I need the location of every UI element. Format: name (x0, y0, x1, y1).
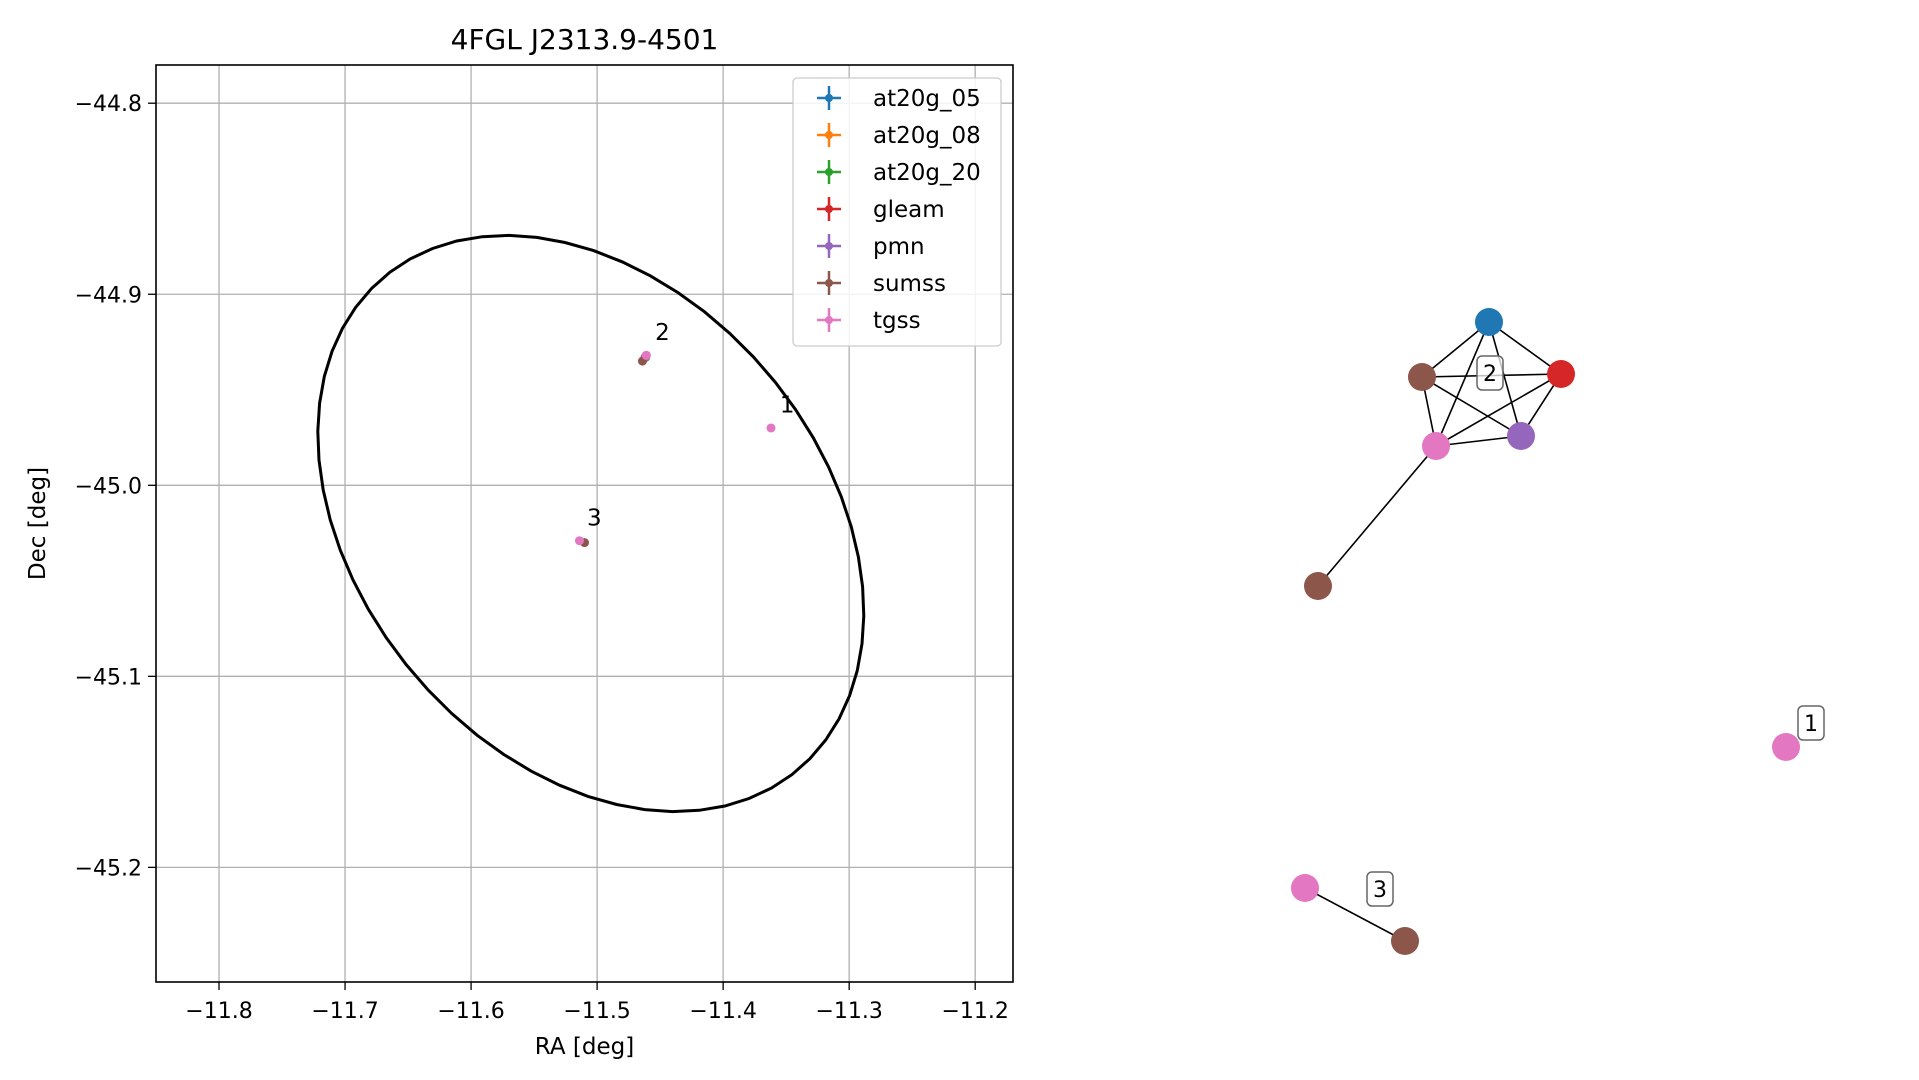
legend-label: gleam (873, 197, 945, 223)
network-label-box (1476, 355, 1504, 391)
network-edge (1435, 435, 1522, 447)
network-node (1391, 927, 1419, 955)
network-edge (1317, 445, 1437, 587)
network-edge (1488, 321, 1562, 375)
x-tick-label: −11.5 (563, 999, 630, 1024)
network-graph: 2 1 3 (1291, 308, 1825, 955)
legend-marker-dot (825, 316, 833, 324)
legend-marker-dot (825, 205, 833, 213)
legend-marker-dot (825, 131, 833, 139)
network-nodes (1291, 308, 1800, 955)
network-node (1475, 308, 1503, 336)
network-labels: 2 1 3 (1366, 355, 1825, 907)
legend-label: tgss (873, 308, 921, 334)
network-edge (1304, 887, 1406, 942)
annotations: 2 1 3 (587, 320, 794, 531)
y-axis-label: Dec [deg] (25, 467, 51, 580)
sky-scatter-chart: 213 −11.8 −11.7 −11.6 −11.5 −11.4 −11.3 −11.2 … (25, 23, 1014, 1060)
x-tick-label: −11.2 (941, 999, 1008, 1024)
y-tick-label: −45.2 (75, 856, 142, 881)
source-annotation: 2 (655, 320, 670, 346)
network-edge (1488, 321, 1522, 437)
point-tgss (574, 536, 584, 546)
x-tick-label: −11.8 (185, 999, 252, 1024)
legend-frame (792, 77, 1002, 347)
network-node (1291, 874, 1319, 902)
network-node (1507, 422, 1535, 450)
network-edge (1435, 321, 1490, 447)
network-edges (1304, 321, 1562, 942)
x-tick-label: −11.7 (311, 999, 378, 1024)
network-label: 3 (1373, 878, 1387, 903)
network-node (1408, 363, 1436, 391)
legend-label: pmn (873, 234, 925, 260)
error-ellipse (316, 233, 866, 814)
legend-marker-dot (825, 242, 833, 250)
grid (156, 65, 1013, 982)
x-axis-label: RA [deg] (535, 1034, 634, 1060)
y-tick-label: −45.0 (75, 474, 142, 499)
legend-label: at20g_08 (873, 123, 981, 149)
y-tick-label: −45.1 (75, 665, 142, 690)
network-node (1547, 360, 1575, 388)
legend-label: at20g_05 (873, 86, 981, 112)
network-label: 2 (1483, 362, 1497, 387)
point-tgss (766, 423, 776, 433)
x-tick-label: −11.3 (815, 999, 882, 1024)
network-edge (1421, 321, 1490, 378)
error-ellipse-layer (316, 233, 866, 814)
network-label: 1 (1804, 712, 1818, 737)
network-node (1772, 733, 1800, 761)
y-axis-ticks: −44.8 −44.9 −45.0 −45.1 −45.2 (75, 92, 156, 881)
chart-title: 4FGL J2313.9-4501 (451, 23, 719, 56)
legend-marker-dot (825, 168, 833, 176)
network-label-box (1366, 871, 1394, 907)
y-tick-label: −44.8 (75, 92, 142, 117)
network-label-box (1797, 705, 1825, 741)
plot-frame (155, 64, 1014, 983)
x-tick-label: −11.6 (437, 999, 504, 1024)
legend-marker-dot (825, 94, 833, 102)
network-edge (1435, 373, 1562, 447)
network-node (1304, 572, 1332, 600)
legend-label: at20g_20 (873, 160, 981, 186)
network-node (1422, 432, 1450, 460)
network-edge (1421, 376, 1522, 437)
y-tick-label: −44.9 (75, 283, 142, 308)
source-annotation: 1 (780, 393, 795, 419)
point-tgss (641, 350, 651, 360)
legend-marker-dot (825, 279, 833, 287)
x-axis-ticks: −11.8 −11.7 −11.6 −11.5 −11.4 −11.3 −11.2 (185, 982, 1009, 1024)
x-tick-label: −11.4 (689, 999, 756, 1024)
data-points (574, 350, 776, 548)
source-annotation: 3 (587, 505, 602, 531)
legend-label: sumss (873, 271, 946, 297)
